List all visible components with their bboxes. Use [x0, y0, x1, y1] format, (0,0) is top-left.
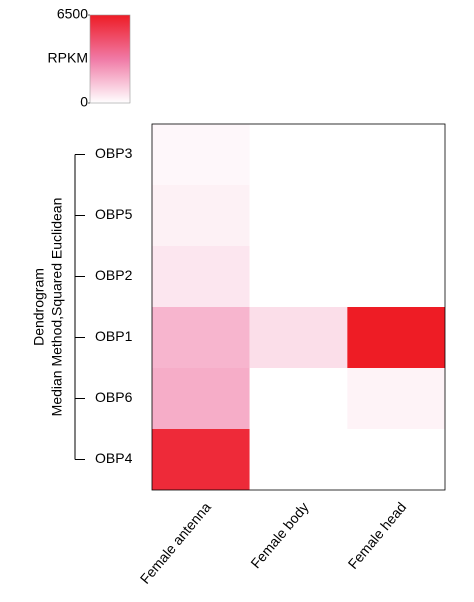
cell [152, 368, 250, 429]
row-label: OBP3 [95, 145, 133, 161]
cell [347, 246, 445, 307]
cell [152, 246, 250, 307]
cell [249, 246, 348, 307]
cell [249, 307, 348, 368]
column-label: Female body [247, 499, 311, 571]
cell [249, 185, 348, 246]
column-label: Female head [345, 499, 410, 572]
plot-frame [151, 123, 446, 491]
cell [347, 124, 445, 185]
colorbar-tick-label: 0 [80, 94, 88, 110]
cell [249, 124, 348, 185]
column-label: Female antenna [137, 499, 214, 587]
cell [347, 185, 445, 246]
cell [152, 124, 250, 185]
colorbar [89, 14, 131, 104]
row-label: OBP4 [95, 450, 133, 466]
cell [152, 307, 250, 368]
cell [249, 368, 348, 429]
cell [152, 429, 250, 490]
colorbar-tick-label: 6500 [57, 6, 88, 22]
row-label: OBP6 [95, 389, 133, 405]
row-label: OBP5 [95, 206, 133, 222]
cell [347, 368, 445, 429]
cell [347, 429, 445, 490]
row-label: OBP1 [95, 328, 133, 344]
cell [347, 307, 445, 368]
cell [152, 185, 250, 246]
row-label: OBP2 [95, 267, 133, 283]
y-label: Dendrogram [31, 268, 47, 346]
y-label: Median Method,Squared Euclidean [49, 198, 65, 417]
cell [249, 429, 348, 490]
colorbar-label: RPKM [48, 50, 88, 66]
